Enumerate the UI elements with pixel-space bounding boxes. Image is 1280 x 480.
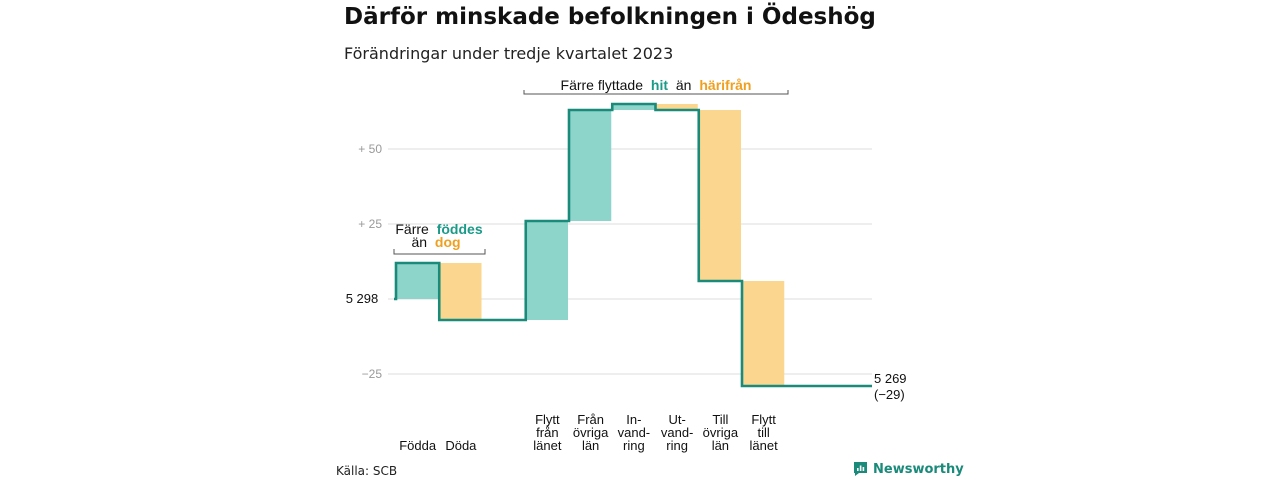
chart-subtitle: Förändringar under tredje kvartalet 2023 — [344, 44, 674, 63]
bar — [699, 110, 741, 281]
end-value-label: 5 269 — [874, 371, 907, 386]
bar — [526, 221, 568, 320]
annotation-born-bracket — [393, 249, 486, 255]
x-category-label: Födda — [399, 438, 437, 453]
x-category-label: Till övriga län — [703, 412, 739, 453]
svg-text:Färre flyttade hit: Färre flyttade hit än härifrån — [561, 77, 752, 93]
x-category-label: Flytt från länet — [533, 412, 562, 453]
labels: Födda Döda Flytt från länet Från övriga län In-v… — [346, 291, 907, 453]
annotation-born: Färre föddes än dog — [393, 221, 486, 255]
bars — [397, 104, 785, 386]
bar — [743, 281, 785, 386]
bar — [397, 263, 439, 299]
annotation-moved-text: Färre flyttade — [561, 77, 644, 93]
x-category-label: Flytt till länet — [750, 412, 779, 453]
source-note: Källa: SCB — [336, 464, 398, 478]
x-category-label: In-vand-ring — [618, 412, 651, 453]
svg-text:än dog: än dog — [411, 234, 460, 250]
annotation-born-text: Färre — [395, 221, 429, 237]
annotation-moved-bracket — [523, 90, 789, 95]
start-value-label: 5 298 — [346, 291, 379, 306]
x-category-label: Döda — [445, 438, 477, 453]
gridlines: + 50 + 25 −25 — [358, 142, 872, 381]
annotation-moved-out-highlight: härifrån — [699, 77, 751, 93]
x-category-label: Ut-vand-ring — [661, 412, 694, 453]
bar — [613, 104, 655, 110]
annotation-born-highlight: föddes — [437, 221, 483, 237]
chart-title: Därför minskade befolkningen i Ödeshög — [344, 4, 876, 30]
step-line-path — [394, 102, 872, 388]
annotation-moved: Färre flyttade hit än härifrån — [523, 77, 789, 95]
y-tick-label: + 50 — [358, 142, 382, 156]
bar — [656, 104, 698, 110]
annotation-moved-in-highlight: hit — [651, 77, 668, 93]
annotation-moved-mid: än — [676, 77, 692, 93]
end-change-label: (−29) — [874, 387, 905, 402]
newsworthy-logo-text: Newsworthy — [873, 461, 964, 477]
bar — [570, 110, 612, 221]
annotation-died-highlight: dog — [435, 234, 461, 250]
bar — [440, 263, 482, 320]
x-category-label: Från övriga län — [573, 412, 609, 453]
newsworthy-logo-icon — [854, 462, 867, 476]
annotation-born-text-2: än — [411, 234, 427, 250]
y-tick-label: −25 — [362, 367, 383, 381]
svg-text:Färre föddes: Färre föddes — [395, 221, 482, 237]
y-tick-label: + 25 — [358, 217, 382, 231]
step-line — [394, 102, 872, 388]
newsworthy-logo: Newsworthy — [853, 461, 964, 477]
